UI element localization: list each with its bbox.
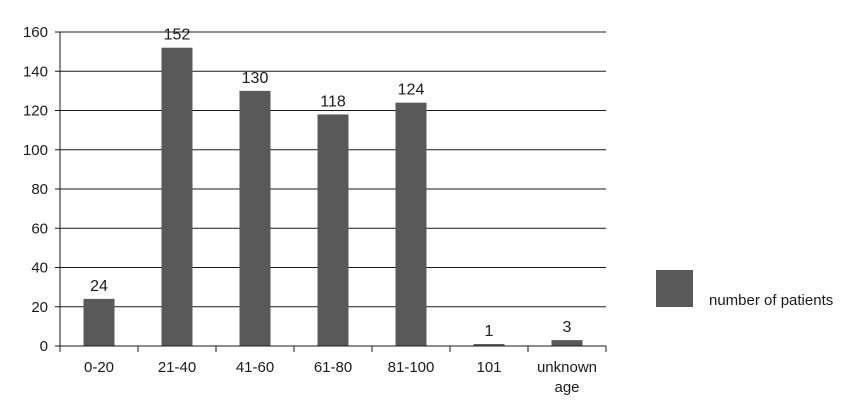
x-tick-label-4: 81-100 [388,359,435,376]
x-tick-label-3: 61-80 [314,359,352,376]
x-axis: 0-20 21-40 41-60 61-80 81-100 101 unknown age [59,345,607,396]
y-tick-label-120: 120 [23,103,48,120]
y-tick-label-140: 140 [23,63,48,80]
y-tick-label-60: 60 [31,220,48,237]
y-tick-label-0: 0 [40,338,48,355]
legend-label: number of patients [709,292,833,309]
bar-6 [551,340,583,346]
data-label-1: 152 [164,27,191,44]
data-label-6: 3 [563,319,572,336]
y-tick-label-20: 20 [31,299,48,316]
legend: number of patients [656,270,833,309]
y-tick-label-40: 40 [31,260,48,277]
bar-1 [161,47,193,346]
x-tick-label-6-line1: age [554,379,579,396]
x-tick-label-2: 41-60 [236,359,274,376]
y-tick-label-160: 160 [23,24,48,41]
y-tick-label-100: 100 [23,142,48,159]
data-label-0: 24 [90,278,108,295]
data-label-3: 118 [320,93,346,110]
x-tick-label-1: 21-40 [158,359,196,376]
data-label-4: 124 [398,82,425,99]
x-tick-label-0: 0-20 [84,359,114,376]
y-tick-label-80: 80 [31,181,48,198]
bar-4 [395,102,427,347]
bar-3 [317,114,349,346]
legend-swatch [656,270,693,307]
x-tick-label-5: 101 [476,359,501,376]
data-label-5: 1 [485,323,494,340]
y-axis: 0 20 40 60 80 100 120 140 160 [23,24,61,355]
bar-2 [239,90,271,346]
data-label-2: 130 [242,70,269,87]
bar-0 [83,298,115,346]
bars: 24 152 130 118 124 1 3 [83,27,583,347]
x-tick-label-6: unknown [537,359,597,376]
bar-5 [473,344,505,346]
